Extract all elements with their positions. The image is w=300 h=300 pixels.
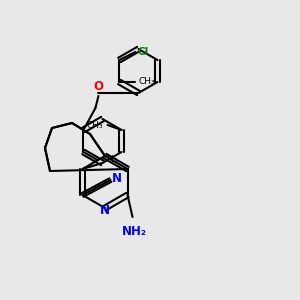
Text: CH₃: CH₃ <box>87 121 104 130</box>
Text: O: O <box>93 80 103 93</box>
Text: NH₂: NH₂ <box>122 225 147 238</box>
Text: Cl: Cl <box>137 47 148 57</box>
Text: N: N <box>100 203 110 217</box>
Text: N: N <box>112 172 122 184</box>
Text: CH₃: CH₃ <box>138 77 155 86</box>
Text: CH₃: CH₃ <box>101 155 118 164</box>
